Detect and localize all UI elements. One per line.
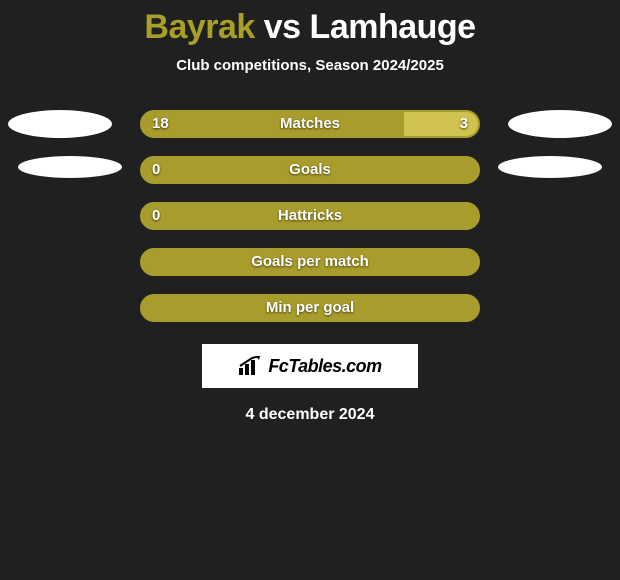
bar-track (140, 110, 480, 138)
date-text: 4 december 2024 (0, 406, 620, 424)
page-title: Bayrak vs Lamhauge (0, 0, 620, 47)
stat-value-left: 18 (152, 110, 169, 138)
avatar-ellipse-left (8, 110, 112, 138)
stat-row: Min per goal (0, 294, 620, 322)
title-player1: Bayrak (144, 8, 254, 46)
subtitle: Club competitions, Season 2024/2025 (0, 57, 620, 74)
bar-track (140, 248, 480, 276)
avatar-ellipse-left (18, 156, 122, 178)
bar-left (142, 112, 404, 136)
stat-row: 18 3 Matches (0, 110, 620, 138)
brand-badge: FcTables.com (202, 344, 418, 388)
bar-left (142, 204, 478, 228)
bar-left (142, 158, 478, 182)
stat-value-right: 3 (460, 110, 468, 138)
bar-track (140, 156, 480, 184)
chart-icon (238, 356, 264, 376)
bar-left (142, 250, 478, 274)
bar-track (140, 202, 480, 230)
stat-value-left: 0 (152, 202, 160, 230)
avatar-ellipse-right (498, 156, 602, 178)
stat-value-left: 0 (152, 156, 160, 184)
bar-track (140, 294, 480, 322)
bar-left (142, 296, 478, 320)
title-player2: Lamhauge (310, 8, 476, 46)
brand-text: FcTables.com (268, 356, 381, 377)
title-vs: vs (264, 8, 301, 46)
stat-row: 0 Goals (0, 156, 620, 184)
stat-row: 0 Hattricks (0, 202, 620, 230)
avatar-ellipse-right (508, 110, 612, 138)
stats-container: 18 3 Matches 0 Goals 0 Hattricks Goals p… (0, 110, 620, 322)
stat-row: Goals per match (0, 248, 620, 276)
